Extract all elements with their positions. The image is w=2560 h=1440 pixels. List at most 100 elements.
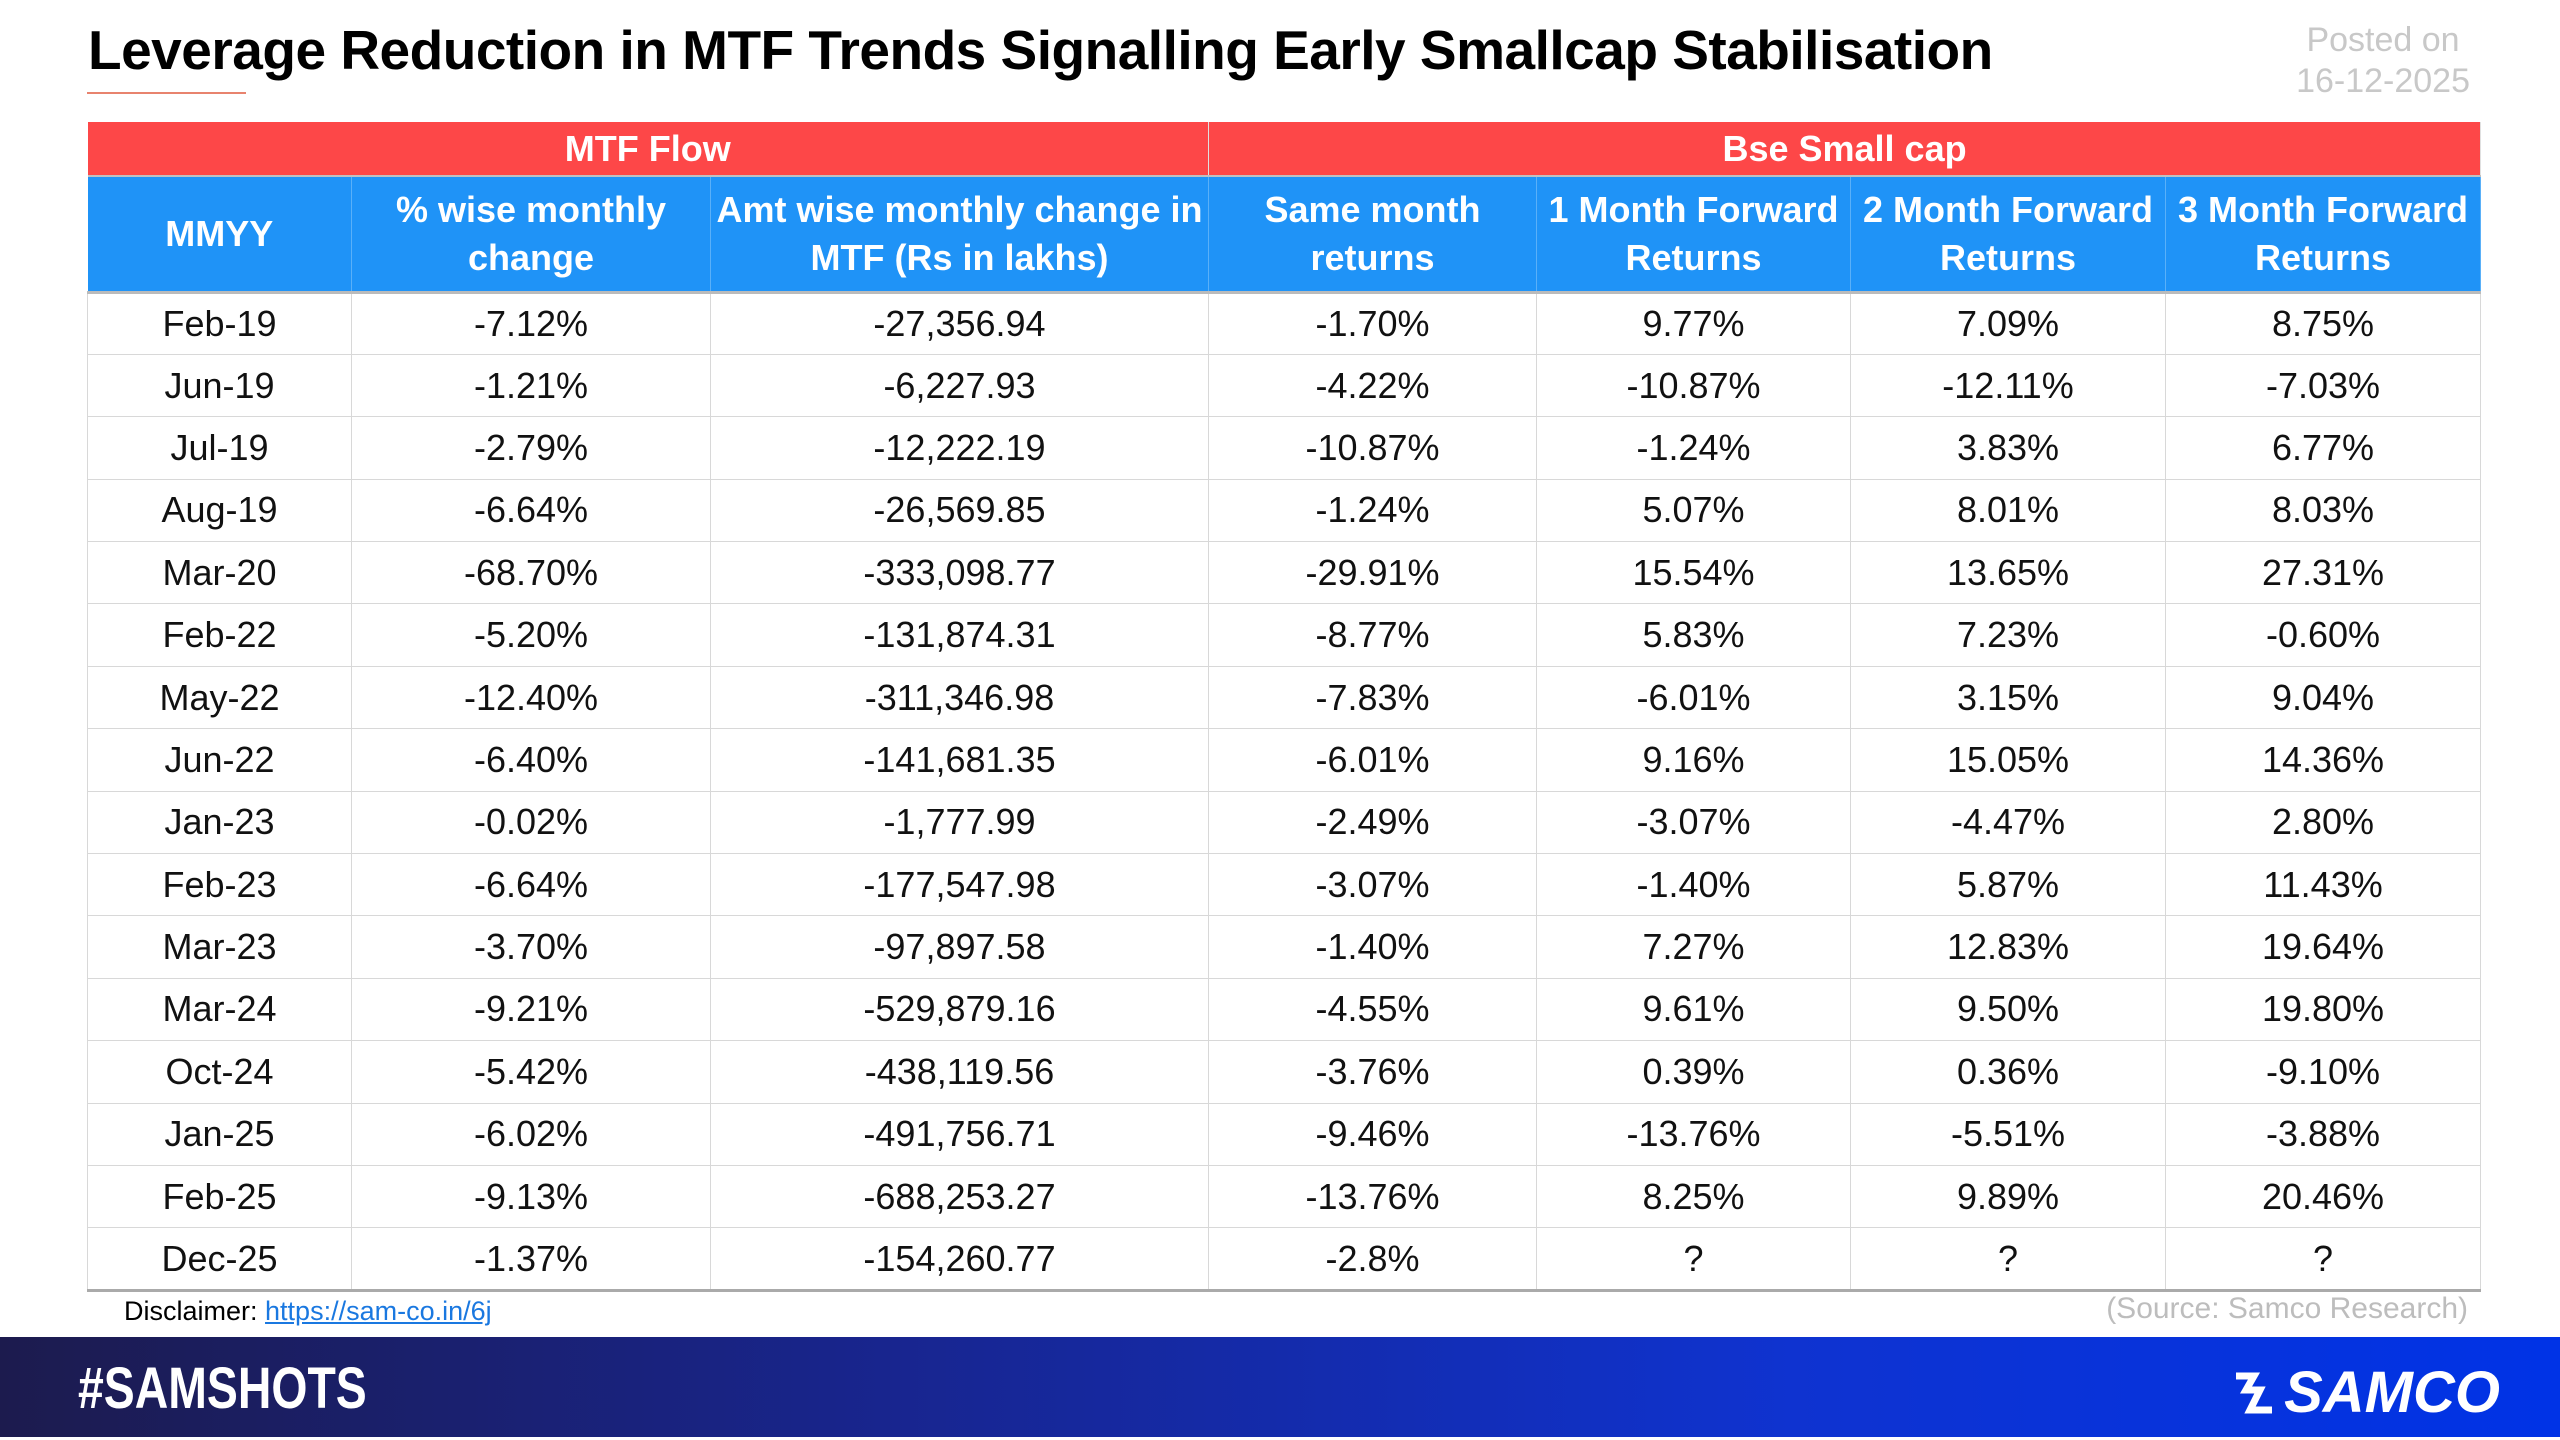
table-cell: -5.51%	[1850, 1103, 2167, 1166]
table-cell: ?	[1536, 1227, 1852, 1292]
table-cell: Mar-24	[87, 978, 352, 1042]
table-cell: -68.70%	[351, 541, 711, 605]
table-cell: -131,874.31	[709, 603, 1210, 667]
page-title: Leverage Reduction in MTF Trends Signall…	[88, 19, 1993, 81]
table-cell: -13.76%	[1536, 1103, 1852, 1166]
column-header: % wise monthly change	[351, 175, 711, 294]
table-cell: 7.27%	[1536, 915, 1852, 979]
table-cell: Jun-22	[87, 728, 352, 792]
table-cell: -6.64%	[351, 853, 711, 917]
table-cell: 9.61%	[1536, 978, 1852, 1042]
table-cell: 8.01%	[1850, 479, 2167, 543]
table-cell: 9.04%	[2165, 666, 2482, 730]
table-cell: Jan-25	[87, 1103, 352, 1166]
table-cell: 5.07%	[1536, 479, 1852, 543]
table-cell: 15.05%	[1850, 728, 2167, 792]
column-header: 1 Month Forward Returns	[1536, 175, 1852, 294]
table-cell: -1.37%	[351, 1227, 711, 1292]
table-cell: -1.21%	[351, 354, 711, 418]
table-cell: -4.47%	[1850, 791, 2167, 855]
table-cell: -12,222.19	[709, 416, 1210, 480]
table-row: Jun-19 -1.21% -6,227.93 -4.22% -10.87% -12.11…	[87, 354, 2482, 418]
table-cell: -177,547.98	[709, 853, 1210, 917]
table-cell: 3.83%	[1850, 416, 2167, 480]
table-cell: ?	[2165, 1227, 2482, 1292]
table-cell: -2.79%	[351, 416, 711, 480]
table-cell: -3.88%	[2165, 1103, 2482, 1166]
footer-banner: #SAMSHOTS SAMCO	[0, 1337, 2560, 1437]
table-row: Jul-19 -2.79% -12,222.19 -10.87% -1.24% 3.83%…	[87, 416, 2482, 480]
table-cell: 13.65%	[1850, 541, 2167, 605]
posted-date: Posted on 16-12-2025	[2296, 20, 2470, 102]
table-cell: 7.09%	[1850, 292, 2167, 355]
table-cell: -6.64%	[351, 479, 711, 543]
table-cell: -9.10%	[2165, 1040, 2482, 1104]
table-cell: -26,569.85	[709, 479, 1210, 543]
table-cell: 5.87%	[1850, 853, 2167, 917]
table-cell: -6.01%	[1208, 728, 1538, 792]
table-cell: -4.55%	[1208, 978, 1538, 1042]
table-row: Mar-23 -3.70% -97,897.58 -1.40% 7.27% 12.83% 1…	[87, 915, 2482, 979]
table-cell: 12.83%	[1850, 915, 2167, 979]
table-cell: -333,098.77	[709, 541, 1210, 605]
table-cell: -438,119.56	[709, 1040, 1210, 1104]
table-row: May-22 -12.40% -311,346.98 -7.83% -6.01% 3.15…	[87, 666, 2482, 730]
table-cell: 0.39%	[1536, 1040, 1852, 1104]
table-cell: -9.46%	[1208, 1103, 1538, 1166]
source-note: (Source: Samco Research)	[2106, 1292, 2468, 1325]
table-cell: Dec-25	[87, 1227, 352, 1292]
table-cell: -10.87%	[1208, 416, 1538, 480]
column-header: MMYY	[87, 175, 352, 294]
table-cell: -13.76%	[1208, 1165, 1538, 1229]
group-header-mtf-flow: MTF Flow	[87, 122, 1210, 176]
table-cell: -1.24%	[1536, 416, 1852, 480]
table-cell: 5.83%	[1536, 603, 1852, 667]
table-row: Aug-19 -6.64% -26,569.85 -1.24% 5.07% 8.01% 8.…	[87, 479, 2482, 543]
table-cell: -9.21%	[351, 978, 711, 1042]
table-cell: -2.49%	[1208, 791, 1538, 855]
column-header: 2 Month Forward Returns	[1850, 175, 2167, 294]
table-cell: 7.23%	[1850, 603, 2167, 667]
table-row: Feb-25 -9.13% -688,253.27 -13.76% 8.25% 9.89%…	[87, 1165, 2482, 1229]
table-cell: -12.11%	[1850, 354, 2167, 418]
table-cell: -529,879.16	[709, 978, 1210, 1042]
table-cell: -0.02%	[351, 791, 711, 855]
table-cell: May-22	[87, 666, 352, 730]
table-cell: -6.40%	[351, 728, 711, 792]
disclaimer-link[interactable]: https://sam-co.in/6j	[265, 1296, 492, 1326]
table-cell: -3.07%	[1208, 853, 1538, 917]
disclaimer-label: Disclaimer:	[124, 1296, 258, 1326]
table-row: Mar-24 -9.21% -529,879.16 -4.55% 9.61% 9.50% 1…	[87, 978, 2482, 1042]
table-row: Jan-25 -6.02% -491,756.71 -9.46% -13.76% -5.5…	[87, 1103, 2482, 1166]
table-cell: Feb-23	[87, 853, 352, 917]
table-cell: -3.76%	[1208, 1040, 1538, 1104]
table-row: Oct-24 -5.42% -438,119.56 -3.76% 0.39% 0.36% -…	[87, 1040, 2482, 1104]
table-cell: -141,681.35	[709, 728, 1210, 792]
table-cell: -10.87%	[1536, 354, 1852, 418]
data-table: MTF Flow Bse Small cap MMYY% wise monthl…	[87, 122, 2482, 1292]
group-header-bse-smallcap: Bse Small cap	[1208, 122, 2482, 176]
posted-label: Posted on	[2306, 21, 2460, 59]
table-cell: -1,777.99	[709, 791, 1210, 855]
table-cell: 19.80%	[2165, 978, 2482, 1042]
table-cell: 27.31%	[2165, 541, 2482, 605]
table-cell: 20.46%	[2165, 1165, 2482, 1229]
table-cell: -12.40%	[351, 666, 711, 730]
table-cell: -0.60%	[2165, 603, 2482, 667]
table-cell: 9.89%	[1850, 1165, 2167, 1229]
table-cell: -154,260.77	[709, 1227, 1210, 1292]
table-cell: -4.22%	[1208, 354, 1538, 418]
table-cell: -1.40%	[1536, 853, 1852, 917]
table-cell: -7.12%	[351, 292, 711, 355]
table-cell: -1.70%	[1208, 292, 1538, 355]
table-cell: -29.91%	[1208, 541, 1538, 605]
table-cell: 6.77%	[2165, 416, 2482, 480]
table-cell: 9.16%	[1536, 728, 1852, 792]
table-cell: 3.15%	[1850, 666, 2167, 730]
disclaimer: Disclaimer: https://sam-co.in/6j	[124, 1296, 492, 1327]
table-cell: Mar-23	[87, 915, 352, 979]
table-cell: Aug-19	[87, 479, 352, 543]
table-cell: Jul-19	[87, 416, 352, 480]
table-row: Mar-20 -68.70% -333,098.77 -29.91% 15.54% 13.…	[87, 541, 2482, 605]
column-header: Amt wise monthly change in MTF (Rs in la…	[710, 175, 1210, 294]
